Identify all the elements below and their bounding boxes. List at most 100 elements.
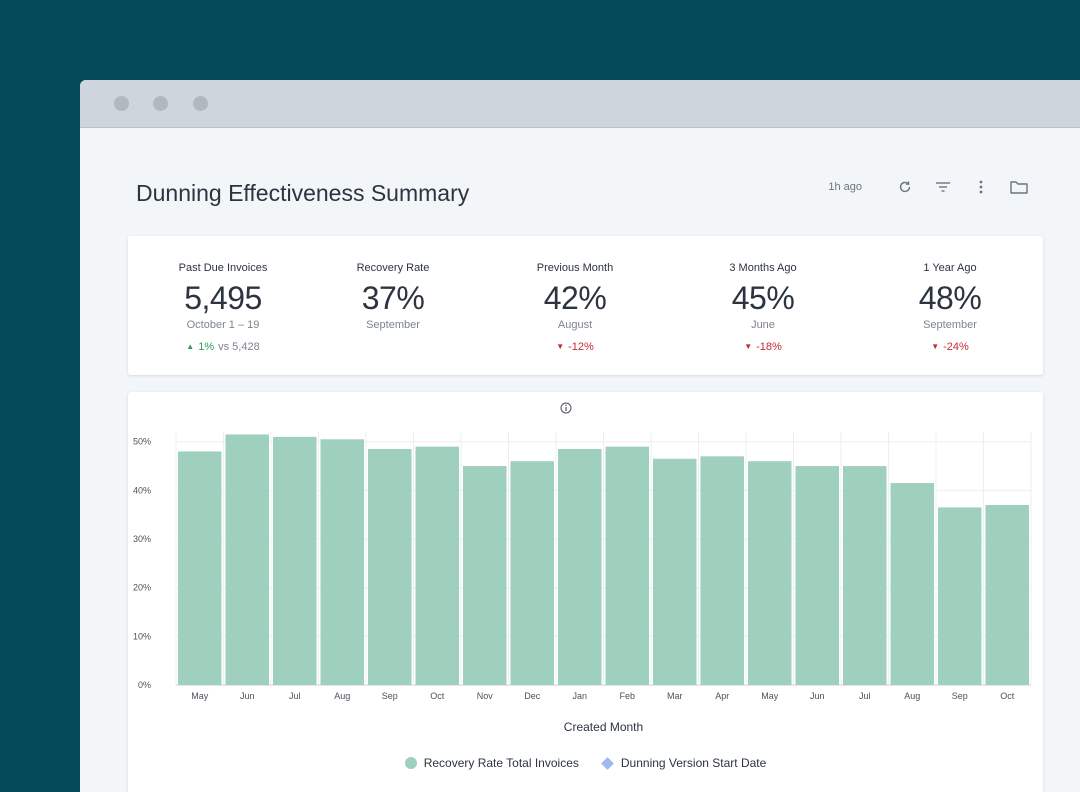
kpi-change: ▼ -24% (855, 340, 1045, 354)
chart-bar[interactable] (225, 434, 270, 685)
kpi-change-value: -12% (568, 341, 594, 353)
kpi-3-months-ago[interactable]: 3 Months Ago 45% June ▼ -18% (668, 236, 858, 354)
legend-label: Dunning Version Start Date (620, 756, 767, 770)
filter-button[interactable] (934, 178, 952, 196)
kpi-value: 5,495 (184, 280, 262, 316)
y-tick-label: 20% (133, 583, 151, 593)
window-dot-maximize[interactable] (193, 96, 208, 111)
kpi-summary-card: Past Due Invoices 5,495 October 1 – 19 ▲… (128, 236, 1043, 375)
x-tick-label: Aug (904, 691, 920, 701)
kpi-period: October 1 – 19 (186, 319, 260, 331)
kpi-label: 3 Months Ago (729, 262, 797, 274)
chart-legend: Recovery Rate Total Invoices Dunning Ver… (128, 756, 1043, 770)
kpi-change: ▲ 1% vs 5,428 (128, 340, 318, 354)
legend-label: Recovery Rate Total Invoices (423, 756, 579, 770)
x-tick-label: Oct (1000, 691, 1015, 701)
chart-bar[interactable] (938, 507, 982, 685)
kpi-change-value: -18% (756, 341, 782, 353)
x-tick-label: Mar (667, 691, 683, 701)
kpi-value: 42% (543, 280, 607, 316)
chart-bar[interactable] (320, 439, 365, 685)
kpi-change-value: 1% (198, 341, 215, 353)
x-axis-title: Created Month (564, 720, 643, 734)
dashboard-toolbar: 1h ago (828, 178, 1028, 196)
kpi-period: September (923, 319, 977, 331)
x-tick-label: Jul (289, 691, 301, 701)
chart-bar[interactable] (653, 458, 697, 685)
x-tick-label: Sep (382, 691, 398, 701)
kpi-label: Past Due Invoices (178, 262, 268, 274)
y-tick-label: 50% (133, 437, 151, 447)
chart-bar[interactable] (748, 461, 792, 685)
x-tick-label: Aug (334, 691, 350, 701)
kpi-change: ▼ -12% (480, 340, 670, 354)
chart-bar[interactable] (700, 456, 745, 685)
x-tick-label: Feb (619, 691, 635, 701)
kpi-label: 1 Year Ago (923, 262, 977, 274)
chart-bar[interactable] (463, 466, 507, 685)
chart-bar[interactable] (178, 451, 222, 685)
y-tick-label: 40% (133, 485, 151, 495)
window-dot-minimize[interactable] (153, 96, 168, 111)
chart-bar[interactable] (605, 446, 650, 685)
triangle-down-icon: ▼ (744, 342, 753, 351)
window-dot-close[interactable] (114, 96, 129, 111)
kpi-change: ▼ -18% (668, 340, 858, 354)
kpi-period: September (366, 319, 420, 331)
kpi-value: 48% (918, 280, 982, 316)
kpi-past-due-invoices[interactable]: Past Due Invoices 5,495 October 1 – 19 ▲… (128, 236, 318, 354)
x-tick-label: May (191, 691, 209, 701)
kpi-1-year-ago[interactable]: 1 Year Ago 48% September ▼ -24% (855, 236, 1045, 354)
triangle-down-icon: ▼ (556, 342, 565, 351)
more-vertical-icon (979, 180, 983, 194)
x-tick-label: Apr (715, 691, 729, 701)
x-tick-label: Jul (859, 691, 871, 701)
triangle-up-icon: ▲ (186, 342, 195, 351)
legend-item-dunning-version[interactable]: Dunning Version Start Date (601, 756, 766, 770)
legend-circle-icon (404, 757, 417, 769)
legend-diamond-icon (601, 756, 614, 770)
kpi-value: 37% (361, 280, 425, 316)
chart-bar[interactable] (368, 449, 412, 685)
chart-bar[interactable] (795, 466, 840, 685)
chart-bar[interactable] (415, 446, 460, 685)
kpi-period: June (751, 319, 775, 331)
browser-window: Dunning Effectiveness Summary 1h ago (80, 80, 1080, 792)
y-tick-label: 30% (133, 534, 151, 544)
y-tick-label: 0% (138, 680, 151, 690)
kpi-previous-month[interactable]: Previous Month 42% August ▼ -12% (480, 236, 670, 354)
window-titlebar (80, 80, 1080, 128)
folder-button[interactable] (1010, 178, 1028, 196)
more-options-button[interactable] (972, 178, 990, 196)
chart-bar[interactable] (273, 436, 317, 685)
chart-bar[interactable] (890, 483, 935, 685)
kpi-change-value: -24% (943, 341, 969, 353)
last-updated-label: 1h ago (828, 181, 862, 193)
kpi-label: Recovery Rate (356, 262, 430, 274)
kpi-label: Previous Month (536, 262, 614, 274)
info-icon[interactable] (560, 402, 572, 414)
chart-bar[interactable] (985, 504, 1030, 685)
x-tick-label: May (761, 691, 779, 701)
x-tick-label: Jan (572, 691, 587, 701)
filter-icon (936, 182, 950, 192)
x-tick-label: Jun (240, 691, 255, 701)
legend-item-recovery-rate[interactable]: Recovery Rate Total Invoices (404, 756, 579, 770)
x-tick-label: Sep (952, 691, 968, 701)
recovery-rate-bar-chart: 0% 10% 20% 30% 40% 50% May Jun Jul Aug Sep Oct Nov De… (133, 432, 1032, 734)
chart-bar[interactable] (510, 461, 555, 685)
chart-bar[interactable] (558, 449, 602, 685)
folder-icon (1010, 181, 1028, 194)
page-title: Dunning Effectiveness Summary (136, 180, 470, 206)
y-tick-label: 10% (133, 631, 151, 641)
x-tick-label: Jun (810, 691, 825, 701)
kpi-period: August (557, 319, 593, 331)
refresh-button[interactable] (896, 178, 914, 196)
x-tick-label: Nov (477, 691, 494, 701)
kpi-recovery-rate[interactable]: Recovery Rate 37% September (298, 236, 488, 333)
kpi-value: 45% (731, 280, 795, 316)
chart-bar[interactable] (843, 466, 887, 685)
kpi-compare: vs 5,428 (218, 341, 260, 353)
x-tick-label: Oct (430, 691, 445, 701)
recovery-rate-chart-card: 0% 10% 20% 30% 40% 50% May Jun Jul Aug Sep Oct Nov De… (128, 392, 1043, 792)
